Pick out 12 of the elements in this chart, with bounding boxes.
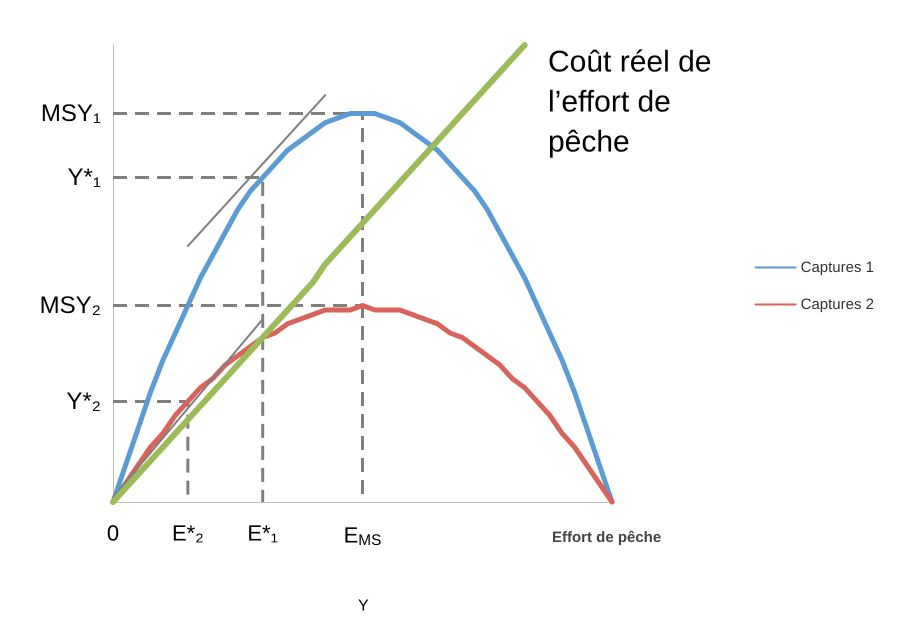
annotation: Coût réel de l’effort de pêche xyxy=(548,46,720,158)
x-tick-label: E*₂ xyxy=(172,520,204,546)
series-label: MSY₁ xyxy=(40,100,101,128)
x-tick-label: E*₁ xyxy=(247,520,278,546)
series-label: MSY₂ xyxy=(40,292,101,319)
text: Y xyxy=(358,598,369,614)
legend-label: Captures 2 xyxy=(800,296,874,313)
series-label: Y*₂ xyxy=(66,388,101,415)
x-tick-label: 0 xyxy=(106,520,120,546)
x-axis-title: Effort de pêche xyxy=(552,529,662,546)
series-label: Y*₁ xyxy=(68,164,101,192)
legend-label: Captures 1 xyxy=(800,259,874,276)
